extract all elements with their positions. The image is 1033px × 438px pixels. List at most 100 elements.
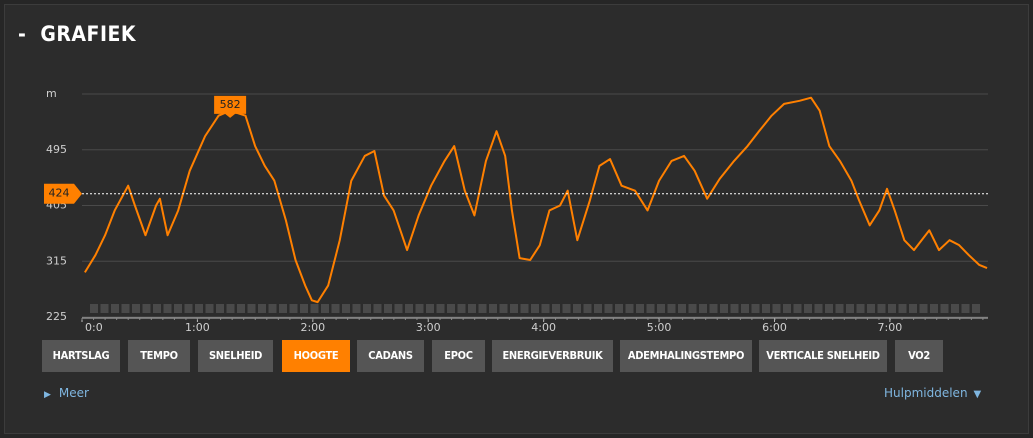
pause-marker bbox=[825, 304, 833, 313]
x-tick-label: 0:0 bbox=[85, 321, 103, 334]
pause-marker bbox=[205, 304, 214, 313]
pause-marker bbox=[667, 304, 676, 313]
pause-marker bbox=[940, 304, 949, 313]
pause-marker bbox=[720, 304, 728, 313]
pause-marker bbox=[520, 304, 529, 313]
peak-badge bbox=[214, 95, 247, 118]
more-link[interactable]: ▶ Meer bbox=[44, 386, 89, 400]
pause-marker bbox=[100, 304, 109, 313]
pause-marker bbox=[279, 304, 287, 313]
pause-marker bbox=[436, 304, 445, 313]
pause-marker bbox=[216, 304, 224, 313]
pause-marker bbox=[730, 304, 739, 313]
pause-marker bbox=[552, 304, 560, 313]
pause-marker bbox=[426, 304, 434, 313]
pause-marker bbox=[247, 304, 256, 313]
pause-marker bbox=[121, 304, 130, 313]
metric-button[interactable]: ENERGIEVERBRUIK bbox=[492, 340, 613, 372]
pause-marker bbox=[405, 304, 413, 313]
pause-marker bbox=[636, 304, 644, 313]
pause-marker bbox=[909, 304, 917, 313]
pause-marker bbox=[132, 304, 140, 313]
pause-marker bbox=[163, 304, 172, 313]
pause-marker bbox=[562, 304, 571, 313]
x-tick-label: 3:00 bbox=[416, 321, 441, 334]
x-tick-label: 4:00 bbox=[531, 321, 556, 334]
pause-marker bbox=[90, 304, 98, 313]
pause-marker bbox=[783, 304, 791, 313]
pause-marker bbox=[289, 304, 298, 313]
pause-marker bbox=[331, 304, 340, 313]
pause-marker bbox=[835, 304, 844, 313]
metric-button[interactable]: HARTSLAG bbox=[42, 340, 120, 372]
y-tick-label: 225 bbox=[46, 310, 67, 323]
x-tick-label: 2:00 bbox=[300, 321, 325, 334]
pause-marker bbox=[499, 304, 508, 313]
pause-marker bbox=[573, 304, 581, 313]
x-tick-label: 6:00 bbox=[762, 321, 787, 334]
pause-marker bbox=[468, 304, 476, 313]
pause-marker bbox=[415, 304, 424, 313]
metric-button[interactable]: TEMPO bbox=[128, 340, 190, 372]
pause-marker bbox=[678, 304, 686, 313]
pause-marker bbox=[583, 304, 592, 313]
metric-button[interactable]: SNELHEID bbox=[198, 340, 273, 372]
pause-marker bbox=[751, 304, 760, 313]
metric-button[interactable]: ADEMHALINGSTEMPO bbox=[620, 340, 752, 372]
pause-marker bbox=[615, 304, 623, 313]
pause-marker bbox=[363, 304, 371, 313]
y-unit: m bbox=[46, 87, 57, 100]
pause-marker bbox=[342, 304, 350, 313]
pause-marker bbox=[867, 304, 875, 313]
peak-label: 582 bbox=[220, 98, 241, 111]
pause-marker bbox=[384, 304, 392, 313]
pause-marker bbox=[741, 304, 749, 313]
pause-marker bbox=[877, 304, 886, 313]
pause-marker bbox=[888, 304, 896, 313]
pause-marker bbox=[804, 304, 812, 313]
metric-button[interactable]: VO2 bbox=[895, 340, 943, 372]
metric-button[interactable]: EPOC bbox=[432, 340, 485, 372]
elevation-line bbox=[84, 96, 988, 304]
x-tick-label: 7:00 bbox=[878, 321, 903, 334]
tools-text[interactable]: Hulpmiddelen bbox=[884, 386, 968, 400]
pause-marker bbox=[489, 304, 497, 313]
pause-marker bbox=[174, 304, 182, 313]
pause-marker bbox=[919, 304, 928, 313]
pause-marker bbox=[457, 304, 466, 313]
pause-marker bbox=[447, 304, 455, 313]
pause-marker bbox=[142, 304, 151, 313]
pause-marker bbox=[258, 304, 266, 313]
pause-marker bbox=[699, 304, 707, 313]
pause-marker bbox=[394, 304, 403, 313]
panel-title: GRAFIEK bbox=[40, 22, 137, 46]
pause-marker bbox=[814, 304, 823, 313]
pause-marker bbox=[321, 304, 329, 313]
pause-marker bbox=[111, 304, 119, 313]
more-text[interactable]: Meer bbox=[58, 386, 89, 400]
pause-marker bbox=[478, 304, 487, 313]
pause-marker bbox=[604, 304, 613, 313]
pause-marker bbox=[762, 304, 770, 313]
pause-marker bbox=[541, 304, 550, 313]
pause-marker bbox=[856, 304, 865, 313]
x-tick-label: 1:00 bbox=[185, 321, 210, 334]
tools-link[interactable]: Hulpmiddelen ▼ bbox=[884, 386, 982, 400]
pause-marker bbox=[226, 304, 235, 313]
pause-marker bbox=[310, 304, 319, 313]
reference-badge bbox=[44, 183, 82, 204]
pause-marker bbox=[930, 304, 938, 313]
pause-marker bbox=[657, 304, 665, 313]
pause-marker bbox=[510, 304, 518, 313]
metric-button[interactable]: VERTICALE SNELHEID bbox=[759, 340, 887, 372]
pause-marker bbox=[153, 304, 161, 313]
panel-header: - GRAFIEK bbox=[18, 22, 150, 46]
metric-button[interactable]: CADANS bbox=[357, 340, 424, 372]
pause-marker bbox=[961, 304, 970, 313]
collapse-toggle[interactable]: - bbox=[18, 22, 27, 46]
pause-marker bbox=[300, 304, 308, 313]
metric-button[interactable]: HOOGTE bbox=[282, 340, 350, 372]
pause-marker bbox=[951, 304, 959, 313]
pause-marker bbox=[972, 304, 980, 313]
